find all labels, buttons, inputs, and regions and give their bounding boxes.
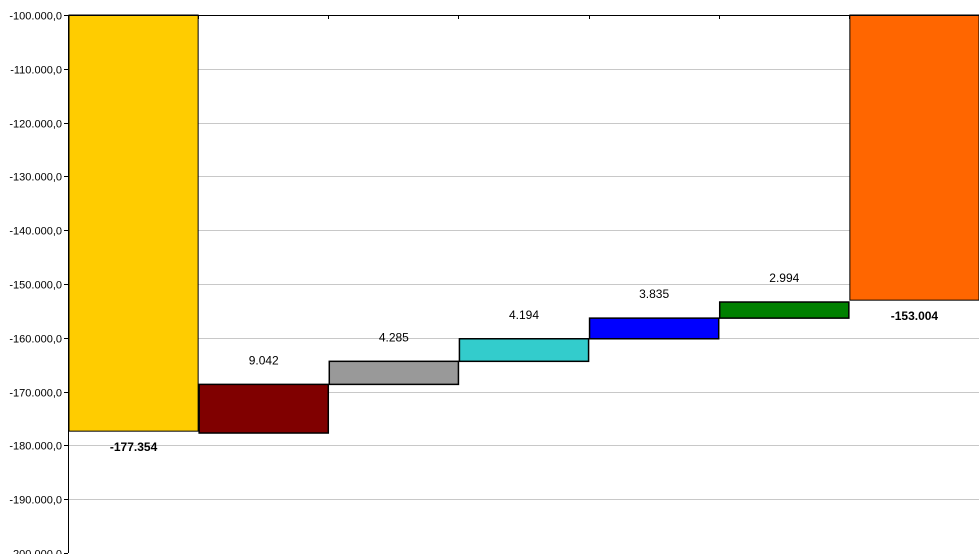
delta-value-label: 2.994 [769, 271, 799, 285]
y-tick-label: -100.000,0 [9, 11, 62, 23]
y-tick-label: -200.000,0 [9, 549, 62, 554]
y-tick-label: -170.000,0 [9, 388, 62, 400]
data-labels: -177.354 9.042 4.285 4.194 3.835 2.994 -153.00… [110, 271, 939, 454]
y-tick-label: -120.000,0 [9, 119, 62, 131]
y-tick-label: -190.000,0 [9, 495, 62, 507]
y-tick-label: -180.000,0 [9, 441, 62, 453]
grid-lines [68, 69, 979, 500]
delta-bar [198, 383, 330, 434]
total-value-label: -177.354 [110, 440, 158, 454]
total-bar [68, 14, 199, 432]
delta-value-label: 3.835 [639, 287, 669, 301]
delta-bar [588, 317, 720, 340]
bars [68, 14, 979, 434]
y-axis: -100.000,0 -110.000,0 -120.000,0 -130.000,0… [9, 11, 979, 554]
y-tick-label: -130.000,0 [9, 172, 62, 184]
total-value-label: -153.004 [891, 309, 939, 323]
delta-bar [458, 338, 590, 363]
delta-value-label: 9.042 [249, 353, 279, 367]
total-bar [849, 14, 979, 301]
y-tick-label: -140.000,0 [9, 226, 62, 238]
delta-bar [328, 360, 460, 386]
delta-bar [718, 301, 850, 319]
delta-value-label: 4.285 [379, 330, 409, 344]
delta-value-label: 4.194 [509, 308, 539, 322]
y-tick-label: -110.000,0 [10, 65, 62, 77]
y-tick-label: -160.000,0 [9, 334, 62, 346]
y-tick-label: -150.000,0 [9, 280, 62, 292]
